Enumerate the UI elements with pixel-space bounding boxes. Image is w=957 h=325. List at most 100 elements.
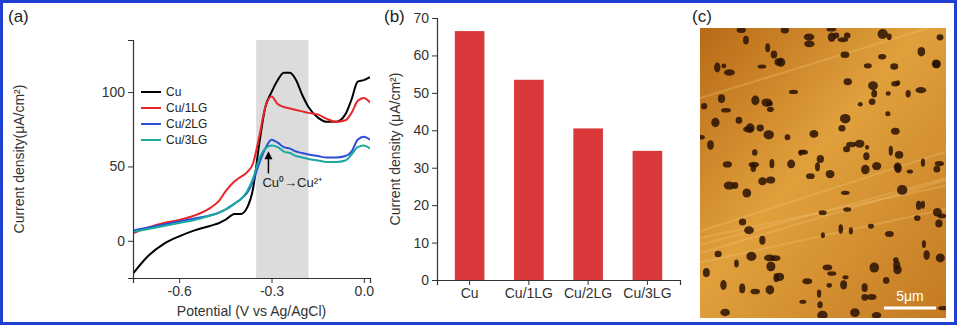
afm-pit (921, 201, 925, 209)
bar (455, 31, 485, 280)
afm-pit (918, 47, 926, 57)
afm-pit (923, 250, 929, 260)
afm-pit (758, 177, 767, 185)
afm-pit (869, 263, 879, 273)
afm-pit (849, 227, 853, 234)
afm-pit (906, 90, 911, 97)
y-axis-title: Current density(μA/cm²) (11, 85, 27, 234)
afm-pit (798, 150, 808, 155)
afm-pit (921, 159, 925, 167)
y-tick-line (432, 205, 437, 206)
afm-pit (916, 201, 922, 210)
y-tick-line (432, 18, 437, 19)
legend-entry: Cu (141, 85, 181, 99)
afm-pit (804, 41, 814, 48)
afm-pit (937, 34, 944, 40)
afm-pit (721, 64, 726, 69)
afm-pit (916, 87, 927, 93)
afm-pit (893, 265, 901, 274)
afm-pit (838, 125, 845, 132)
afm-pit (787, 160, 795, 169)
afm-pit (841, 191, 850, 195)
afm-pit (777, 58, 786, 67)
afm-pit (843, 207, 851, 212)
afm-pit (817, 311, 827, 318)
afm-pit (789, 90, 798, 94)
afm-pit (769, 159, 774, 168)
panel-label: (b) (384, 7, 405, 26)
y-tick-line (432, 280, 437, 281)
afm-pit (843, 146, 850, 152)
afm-pit (815, 162, 820, 171)
afm-pit (766, 262, 775, 272)
afm-pit (869, 98, 876, 104)
afm-pit (868, 224, 874, 229)
afm-pit (737, 28, 746, 33)
y-tick: 10 (413, 235, 437, 251)
afm-pit (743, 36, 749, 45)
x-tick: Cu/1LG (505, 280, 553, 301)
annotation-text: Cu⁰→Cu²⁺ (262, 175, 322, 190)
afm-pit (865, 145, 869, 150)
afm-pit (889, 146, 893, 156)
legend-entry: Cu/1LG (141, 101, 207, 115)
y-tick: 50 (109, 158, 133, 174)
afm-pit (863, 152, 869, 160)
afm-pit (744, 226, 754, 234)
afm-pit (862, 283, 868, 292)
afm-pit (723, 161, 732, 167)
afm-pit (933, 60, 941, 68)
y-tick: 0 (421, 272, 437, 288)
y-tick-label: 50 (109, 158, 125, 174)
x-tick: -0.3 (260, 278, 284, 299)
series-line (133, 146, 370, 232)
afm-pit (785, 134, 791, 140)
afm-pit (861, 165, 870, 175)
x-tick: 0.0 (355, 278, 375, 299)
afm-pit (732, 182, 738, 189)
y-tick-label: 100 (102, 84, 126, 100)
series-line (133, 73, 370, 274)
afm-pit (891, 128, 900, 135)
afm-streak (700, 209, 946, 263)
afm-pit (804, 34, 815, 41)
afm-pit (878, 29, 888, 39)
afm-pit (746, 123, 755, 133)
bar (573, 128, 603, 280)
scale-bar (884, 307, 936, 310)
panel-label: (c) (692, 7, 712, 26)
afm-pit (701, 103, 707, 109)
annotation-arrowhead (264, 151, 272, 159)
x-tick: Cu/2LG (564, 280, 612, 301)
afm-pit (720, 280, 726, 290)
afm-pit (817, 301, 822, 308)
afm-pit (826, 170, 835, 178)
bar (633, 151, 663, 280)
scale-bar-label: 5μm (896, 288, 924, 304)
afm-pit (721, 108, 731, 113)
y-tick-line (128, 166, 133, 167)
afm-pit (821, 232, 825, 238)
afm-streak (700, 178, 946, 245)
afm-pit (868, 81, 878, 90)
y-tick-label: 70 (413, 10, 429, 26)
afm-pit (715, 251, 722, 258)
afm-pit (823, 265, 833, 271)
afm-pit (734, 259, 739, 267)
legend-entry: Cu/2LG (141, 117, 207, 131)
x-tick-label: Cu (461, 285, 479, 301)
afm-pit (914, 215, 920, 221)
legend-swatch (141, 91, 161, 93)
y-tick-label: 60 (413, 47, 429, 63)
y-tick-line (432, 93, 437, 94)
plot-area-a (133, 40, 370, 278)
afm-image (700, 28, 946, 318)
afm-pit (826, 28, 836, 32)
afm-streak (700, 28, 946, 98)
afm-pit (932, 59, 941, 68)
afm-pit (864, 63, 872, 68)
afm-pit (759, 236, 765, 245)
afm-pit (827, 283, 832, 288)
afm-pit (907, 169, 913, 173)
afm-pit (703, 268, 710, 277)
